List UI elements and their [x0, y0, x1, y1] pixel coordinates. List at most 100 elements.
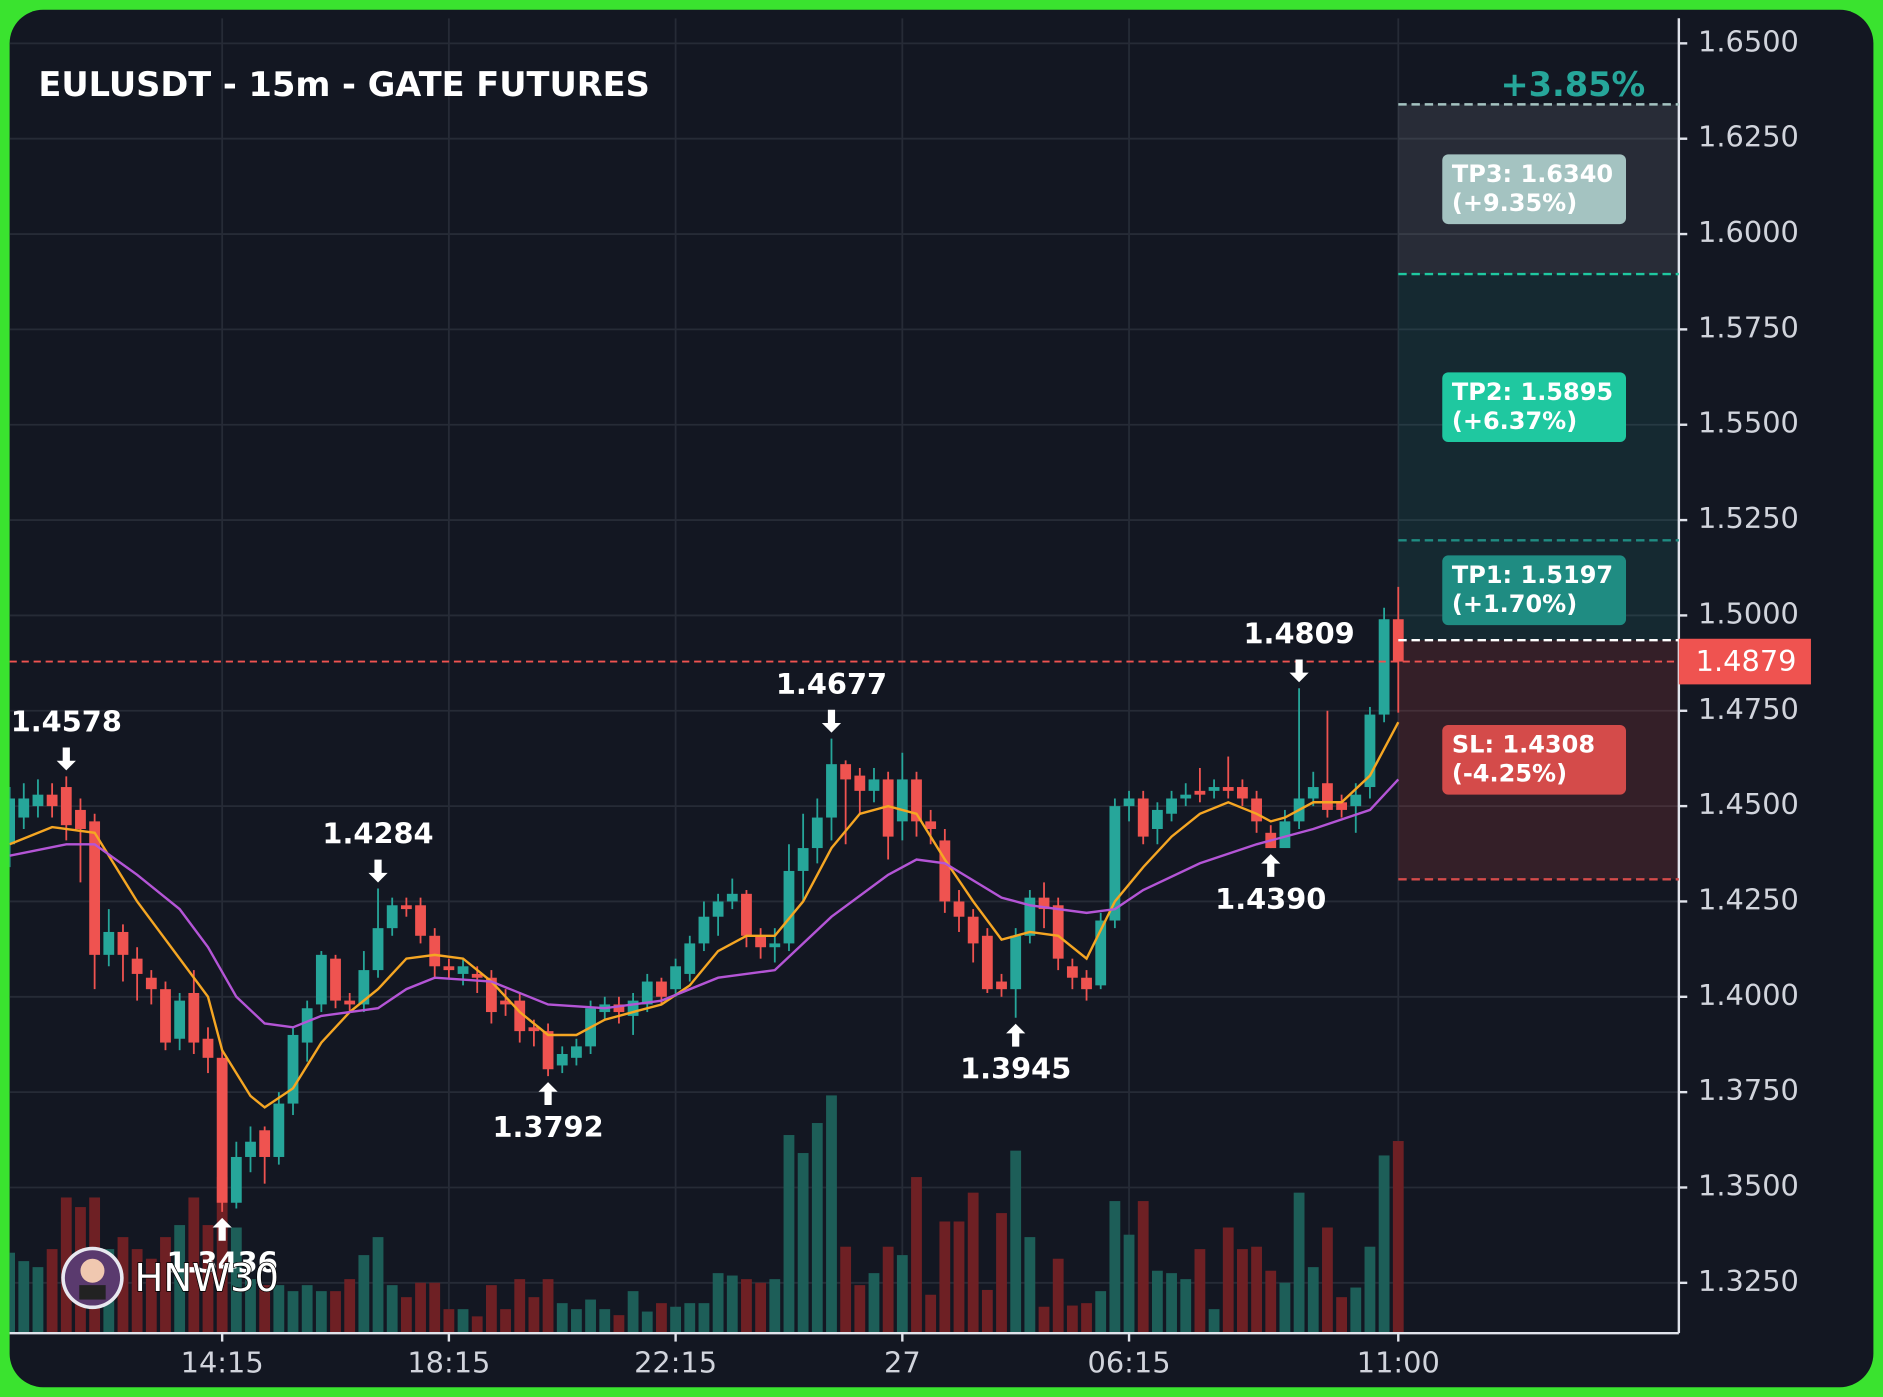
annotation-label: 1.3792	[492, 1110, 603, 1144]
volume-bar	[656, 1303, 667, 1334]
x-tick-label: 27	[884, 1345, 921, 1379]
candle-body	[514, 1000, 526, 1032]
candle-body	[145, 977, 157, 990]
candle-body	[1109, 806, 1121, 921]
volume-bar	[202, 1225, 214, 1334]
candle-body	[386, 905, 398, 929]
volume-bar	[882, 1246, 894, 1334]
candle-body	[46, 794, 58, 807]
volume-bar	[981, 1289, 993, 1334]
candle-body	[245, 1141, 256, 1157]
annotation-arrow	[821, 709, 842, 733]
candle-body	[712, 901, 724, 917]
candle-body	[330, 958, 341, 1001]
candle-body	[1052, 905, 1064, 959]
candle-body	[103, 931, 115, 955]
candle-body	[1222, 787, 1234, 791]
volume-bar	[528, 1297, 540, 1334]
volume-bar	[670, 1306, 682, 1334]
candle-body	[1166, 798, 1177, 814]
volume-bar	[145, 1258, 157, 1334]
volume-bar	[769, 1279, 781, 1334]
level-label: TP1: 1.5197	[1452, 561, 1613, 589]
volume-bar	[315, 1291, 327, 1334]
volume-bar	[230, 1227, 242, 1334]
y-tick-label: 1.5000	[1698, 596, 1799, 630]
volume-bar	[500, 1309, 511, 1334]
candle-body	[485, 977, 497, 1013]
candle-body	[981, 935, 993, 990]
x-tick-label: 06:15	[1088, 1345, 1171, 1379]
volume-bar	[1137, 1201, 1149, 1334]
y-tick-label: 1.6000	[1698, 215, 1799, 249]
volume-bar	[330, 1291, 341, 1334]
candle-body	[471, 973, 483, 978]
y-tick-label: 1.4500	[1698, 787, 1799, 821]
volume-bar	[698, 1303, 710, 1334]
candle-body	[670, 966, 682, 990]
candle-body	[641, 981, 653, 1005]
volume-bar	[641, 1311, 653, 1334]
y-tick-label: 1.4000	[1698, 978, 1799, 1012]
y-tick-label: 1.4250	[1698, 882, 1799, 916]
candle-body	[656, 981, 667, 997]
annotation-label: 1.3945	[960, 1052, 1071, 1086]
volume-bar	[1123, 1234, 1135, 1334]
candle-body	[372, 928, 384, 971]
volume-bar	[32, 1267, 44, 1334]
volume-bar	[9, 1252, 16, 1334]
candle-body	[259, 1130, 271, 1157]
candle-body	[230, 1156, 242, 1203]
volume-bar	[471, 1316, 483, 1334]
candle-body	[344, 1000, 356, 1005]
annotation-arrow	[56, 747, 76, 771]
candle-body	[131, 958, 143, 974]
volume-bar	[344, 1279, 356, 1334]
candle-body	[1180, 794, 1192, 799]
volume-bar	[726, 1275, 738, 1334]
overlay: TP3: 1.6340(+9.35%) TP2: 1.5895(+6.37%) TP…	[9, 103, 1811, 1280]
level-label: TP3: 1.6340	[1452, 160, 1613, 188]
y-tick-label: 1.4750	[1698, 692, 1799, 726]
candle-body	[571, 1046, 582, 1058]
candle-body	[1350, 794, 1362, 807]
candle-body	[769, 943, 781, 948]
candle-body	[1081, 977, 1092, 990]
volume-bar	[840, 1246, 852, 1334]
volume-bar	[372, 1237, 384, 1334]
candle-body	[89, 821, 101, 955]
watermark: HNW30	[61, 1246, 280, 1310]
volume-bar	[1364, 1246, 1376, 1334]
annotation-label: 1.4809	[1243, 616, 1354, 650]
candle-body	[1066, 966, 1078, 978]
annotation-arrow	[1006, 1023, 1026, 1047]
candle-body	[457, 966, 469, 974]
level-change: (+9.35%)	[1452, 189, 1577, 217]
volume-bar	[400, 1297, 412, 1334]
candle-body	[1237, 787, 1248, 799]
volume-bar	[514, 1279, 526, 1334]
volume-bar	[1251, 1246, 1262, 1334]
candle-body	[896, 779, 908, 822]
change-label: +3.85%	[1500, 65, 1645, 104]
axis-labels: 1.3250 1.3500 1.3750 1.4000 1.4250 1.4500 1.47…	[181, 24, 1799, 1379]
volume-bar	[1010, 1150, 1022, 1334]
annotation-arrow	[1289, 659, 1309, 683]
volume-bar	[627, 1291, 639, 1334]
volume-bar	[967, 1192, 979, 1334]
volume-bar	[1109, 1201, 1121, 1334]
level-label: TP2: 1.5895	[1452, 378, 1613, 406]
candle-body	[1038, 897, 1050, 910]
watermark-text: HNW30	[135, 1256, 279, 1301]
volume-bar	[18, 1261, 30, 1334]
candle-body	[9, 798, 16, 845]
level-box	[1442, 372, 1627, 443]
volume-bar	[46, 1249, 58, 1334]
candle-body	[1137, 798, 1149, 837]
price-tag	[1678, 638, 1811, 685]
candle-body	[1364, 714, 1376, 788]
volume-bar	[755, 1282, 767, 1334]
volume-bar	[1378, 1155, 1390, 1334]
